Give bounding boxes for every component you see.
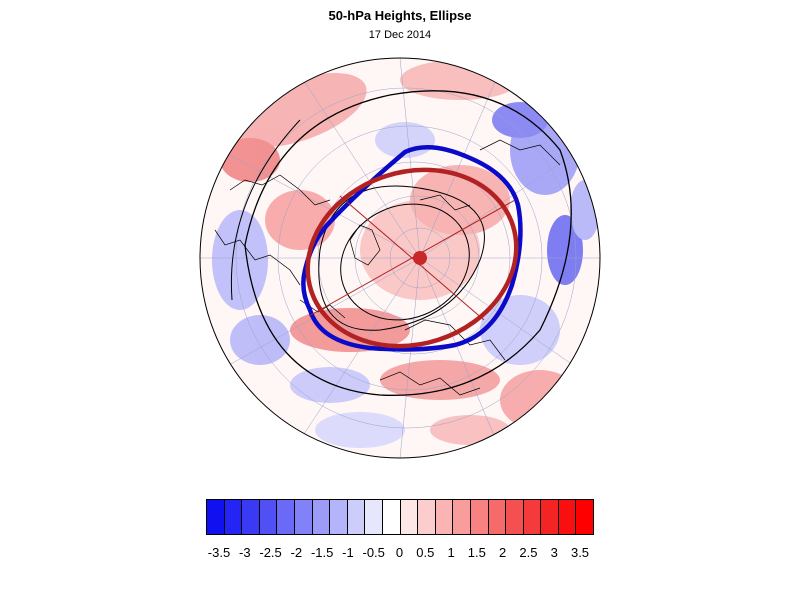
colorbar-tick-label: -2.5 [259, 545, 282, 560]
colorbar-tick-label: -0.5 [362, 545, 385, 560]
colorbar-tick-label: 1.5 [467, 545, 486, 560]
colorbar-swatch [506, 500, 524, 534]
colorbar-swatch [558, 500, 577, 534]
map-boundary [199, 57, 601, 459]
colorbar-swatch [365, 500, 383, 534]
colorbar-swatch [294, 500, 313, 534]
coastlines [214, 139, 561, 396]
colorbar-tick-label: 1 [447, 545, 455, 560]
colorbar-tick-label: 2.5 [519, 545, 538, 560]
colorbar-tick-label: -1.5 [310, 545, 334, 560]
colorbar-tick-label: 3.5 [570, 545, 590, 560]
colorbar-tick-label: 0.5 [416, 545, 435, 560]
ellipse-axes [308, 195, 516, 321]
colorbar-swatch [259, 500, 278, 534]
map-title: 50-hPa Heights, Ellipse [328, 8, 472, 23]
colorbar-swatch [224, 500, 243, 534]
height-contours [230, 90, 572, 396]
colorbar-swatch [277, 500, 295, 534]
colorbar-tick-label: -3.5 [207, 545, 231, 560]
colorbar-swatch [541, 500, 559, 534]
colorbar-swatch [488, 500, 507, 534]
ellipse-center-marker [413, 251, 427, 265]
fitted-ellipse [305, 167, 519, 349]
colorbar-swatch [382, 500, 401, 534]
graticule [200, 58, 600, 458]
colorbar-swatch [312, 500, 331, 534]
colorbar-swatch [435, 500, 454, 534]
colorbar-tick-label: -1 [342, 545, 354, 560]
colorbar-tick-label: 2 [499, 545, 507, 560]
map-subtitle: 17 Dec 2014 [368, 29, 432, 41]
colorbar-tick-label: 3 [550, 545, 558, 560]
colorbar-swatch [400, 500, 419, 534]
colorbar-swatch [418, 500, 436, 534]
colorbar-swatch [523, 500, 542, 534]
colorbar-tick-label: 0 [395, 545, 404, 560]
colorbar-swatch [576, 500, 594, 534]
colorbar-swatch [330, 500, 348, 534]
colorbar-tick-label: -2 [290, 545, 303, 560]
colorbar-tick-label: -3 [239, 545, 251, 560]
colorbar-swatch [242, 500, 260, 534]
colorbar-swatch [453, 500, 471, 534]
colorbar [206, 499, 594, 535]
colorbar-swatch [207, 500, 225, 534]
colorbar-swatch [347, 500, 366, 534]
observed-vortex-contour [301, 145, 523, 352]
colorbar-swatch [470, 500, 489, 534]
